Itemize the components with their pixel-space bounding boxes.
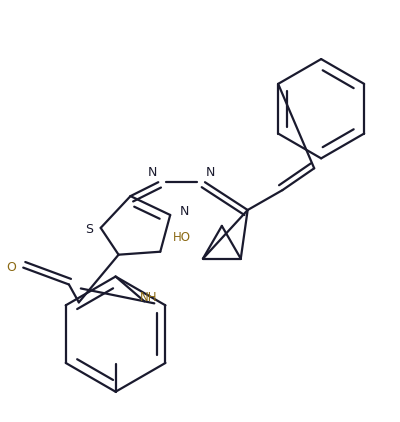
Text: O: O bbox=[6, 261, 16, 274]
Text: N: N bbox=[206, 166, 216, 179]
Text: N: N bbox=[148, 166, 157, 179]
Text: S: S bbox=[85, 223, 93, 236]
Text: HO: HO bbox=[173, 231, 191, 244]
Text: NH: NH bbox=[140, 291, 157, 304]
Text: N: N bbox=[180, 205, 189, 217]
